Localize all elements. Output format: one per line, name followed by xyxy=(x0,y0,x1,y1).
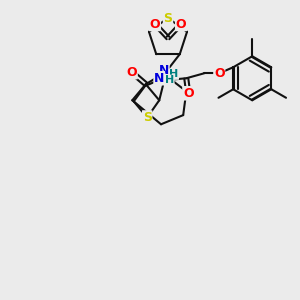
Text: O: O xyxy=(183,87,194,100)
Text: O: O xyxy=(126,66,137,79)
Text: H: H xyxy=(169,69,178,79)
Text: N: N xyxy=(154,72,164,85)
Text: H: H xyxy=(165,75,174,85)
Text: S: S xyxy=(164,11,172,25)
Text: O: O xyxy=(150,17,160,31)
Text: O: O xyxy=(176,17,186,31)
Text: O: O xyxy=(214,67,225,80)
Text: S: S xyxy=(143,111,152,124)
Text: N: N xyxy=(159,64,169,77)
